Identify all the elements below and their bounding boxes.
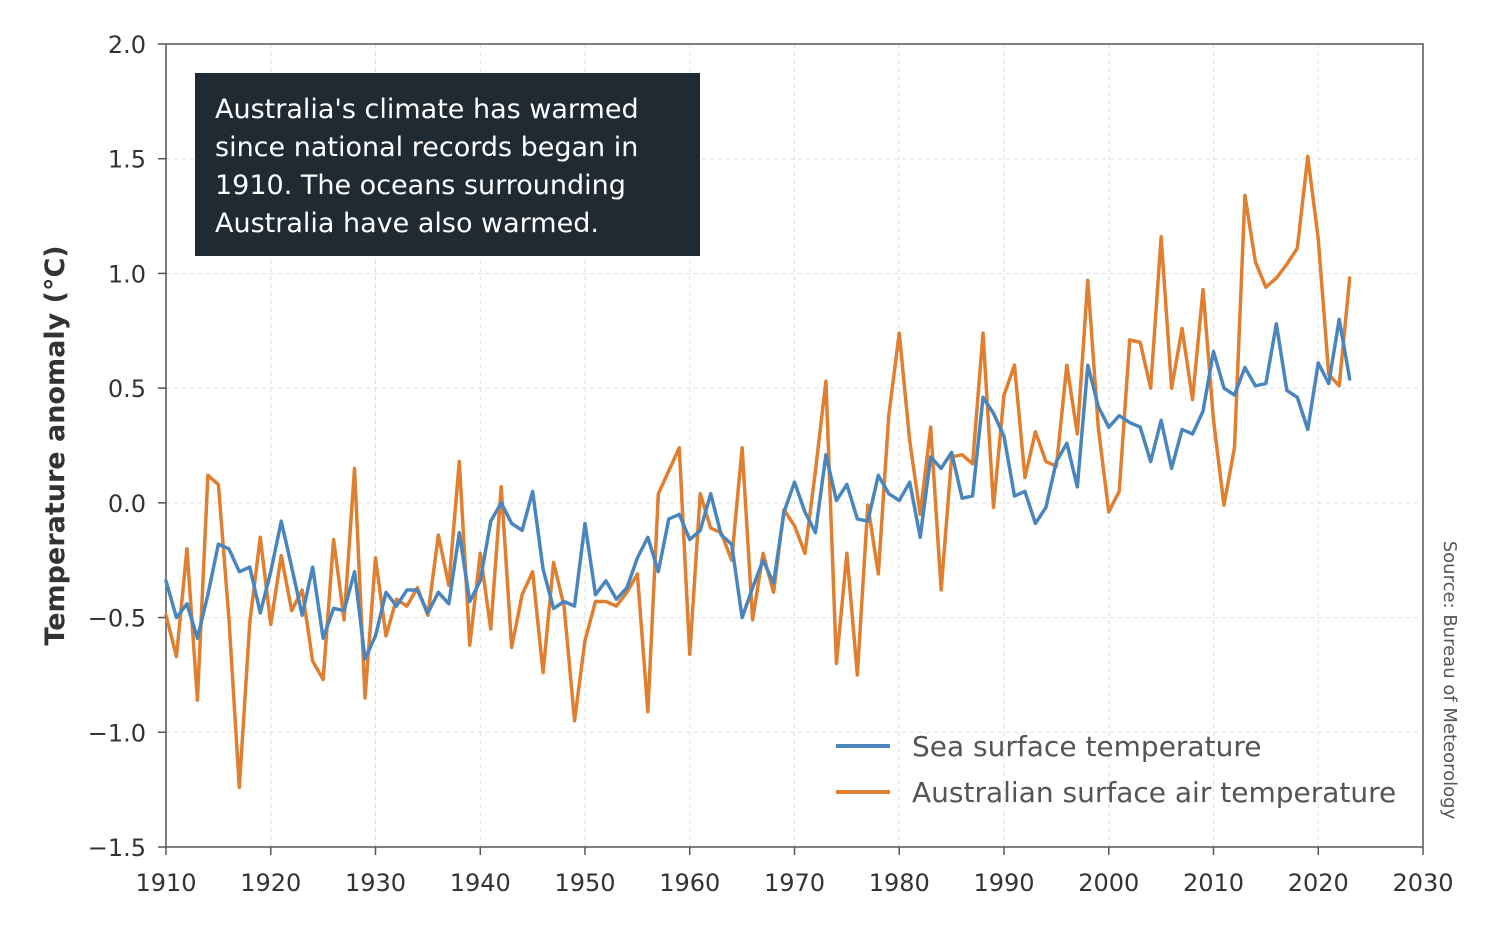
annotation-box: Australia's climate has warmed since nat… bbox=[195, 73, 700, 256]
y-axis-title: Temperature anomaly (°C) bbox=[40, 245, 71, 645]
air-temperature-line bbox=[164, 154, 1352, 790]
y-tick-label: −0.5 bbox=[88, 605, 146, 633]
legend-item-sea: Sea surface temperature bbox=[836, 730, 1261, 763]
sea-surface-temperature-line bbox=[164, 317, 1352, 661]
y-axis-tick-labels: −1.5 −1.0 −0.5 0.0 0.5 1.0 1.5 2.0 bbox=[88, 31, 166, 862]
y-tick-label: 0.5 bbox=[108, 375, 146, 403]
y-tick-label: 1.0 bbox=[108, 260, 146, 288]
source-credit: Source: Bureau of Meteorology bbox=[1439, 541, 1460, 820]
series-lines bbox=[164, 154, 1352, 790]
y-tick-label: 1.5 bbox=[108, 146, 146, 174]
x-tick-label: 1930 bbox=[345, 869, 406, 897]
legend: Sea surface temperature Australian surfac… bbox=[836, 730, 1396, 809]
y-tick-label: −1.0 bbox=[88, 719, 146, 747]
annotation-text: Australia's climate has warmed since nat… bbox=[215, 94, 639, 239]
x-tick-label: 1910 bbox=[135, 869, 196, 897]
x-tick-label: 1990 bbox=[973, 869, 1034, 897]
x-tick-label: 1940 bbox=[450, 869, 511, 897]
x-tick-label: 2030 bbox=[1392, 869, 1453, 897]
x-tick-label: 1970 bbox=[764, 869, 825, 897]
legend-label: Australian surface air temperature bbox=[912, 776, 1396, 809]
x-tick-label: 1920 bbox=[240, 869, 301, 897]
x-tick-label: 2020 bbox=[1288, 869, 1349, 897]
y-tick-label: 2.0 bbox=[108, 31, 146, 59]
x-tick-label: 1980 bbox=[869, 869, 930, 897]
x-tick-label: 2000 bbox=[1078, 869, 1139, 897]
x-tick-label: 2010 bbox=[1183, 869, 1244, 897]
y-tick-label: 0.0 bbox=[108, 490, 146, 518]
legend-label: Sea surface temperature bbox=[912, 730, 1261, 763]
x-tick-label: 1950 bbox=[554, 869, 615, 897]
x-axis-tick-labels: 1910 1920 1930 1940 1950 1960 1970 1980 1990 2000… bbox=[135, 847, 1454, 897]
legend-item-air: Australian surface air temperature bbox=[836, 776, 1396, 809]
y-tick-label: −1.5 bbox=[88, 834, 146, 862]
x-tick-label: 1960 bbox=[659, 869, 720, 897]
